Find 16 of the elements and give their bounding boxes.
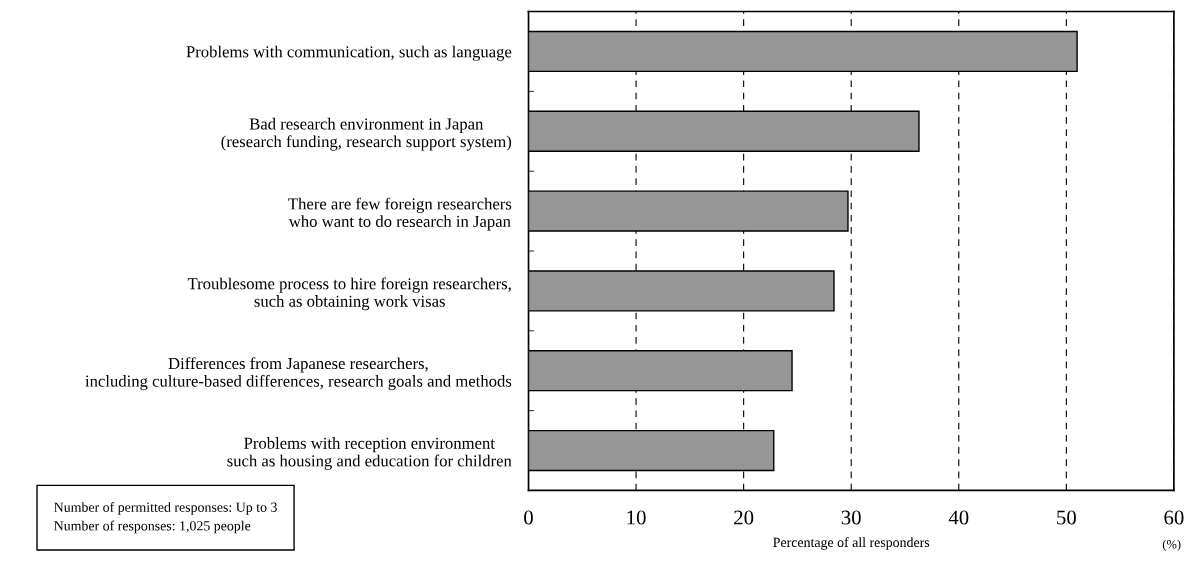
x-tick-label: 60 bbox=[1164, 510, 1184, 525]
text: Number of permitted responses: Up to 3 Number of responses: 1,025 people bbox=[54, 501, 277, 534]
y-tick-label: There are few foreign researchers who want to do research in Japan bbox=[288, 197, 512, 231]
x-tick-label: 30 bbox=[841, 510, 861, 525]
x-tick-label: 50 bbox=[1057, 510, 1076, 525]
y-tick-label: Problems with reception environment such as housing and education for children bbox=[227, 437, 512, 470]
y-tick-label: Differences from Japanese researchers, including culture-based differences, research goals and methods bbox=[85, 357, 512, 391]
text: (%) bbox=[1162, 539, 1181, 552]
x-axis-title: Percentage of all responders bbox=[773, 537, 930, 550]
y-tick-label: Bad research environment in Japan (research funding, research support system) bbox=[221, 117, 512, 151]
x-tick-label: 0 bbox=[524, 510, 533, 525]
y-tick-label: Problems with communication, such as language bbox=[186, 45, 512, 61]
x-tick-label: 40 bbox=[948, 510, 969, 525]
x-tick-label: 10 bbox=[627, 510, 646, 525]
y-tick-label: Troublesome process to hire foreign researchers, such as obtaining work visas bbox=[187, 277, 511, 311]
x-tick-label: 20 bbox=[734, 510, 754, 525]
